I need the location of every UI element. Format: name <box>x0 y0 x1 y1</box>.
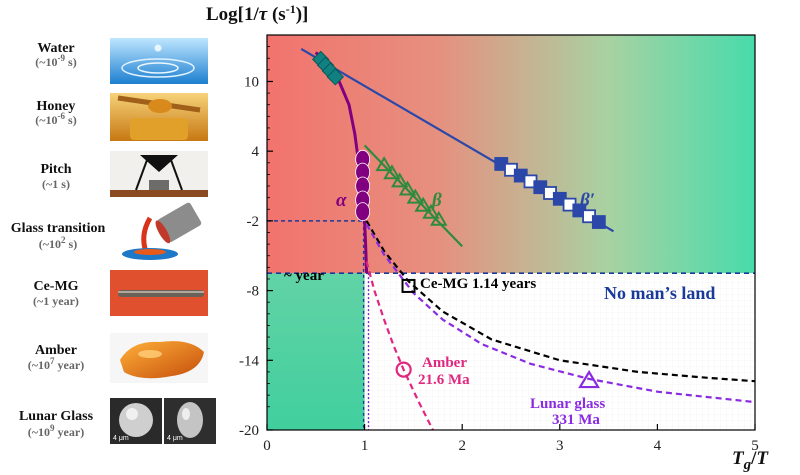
ce-mg-rod-photo <box>110 270 208 316</box>
sample-label: Water <box>37 41 74 56</box>
pitch-drop-photo <box>110 151 208 197</box>
y-axis-title: Log[1/τ (s-1)] <box>206 2 308 25</box>
sample-ce-mg: Ce-MG (~1 year) <box>33 270 208 316</box>
sample-label: Amber <box>35 343 77 358</box>
beta-marker <box>406 188 425 204</box>
y-tick-label: -20 <box>239 423 259 439</box>
lunar-label: Lunar glass <box>530 396 605 412</box>
y-tick-label: -14 <box>239 353 259 369</box>
sample-lunar-glass: Lunar Glass (~109 year) 4 μm 4 μm <box>19 398 216 444</box>
sample-honey: Honey (~10-6 s) <box>35 93 208 141</box>
cluster-marker <box>326 68 345 86</box>
sub-tg-region <box>267 273 365 430</box>
sample-label: Glass transition <box>11 221 106 236</box>
x-tick-label: 4 <box>654 438 662 454</box>
sample-time: (~10-6 s) <box>35 111 76 127</box>
series-line-5 <box>365 261 434 431</box>
sample-time: (~107 year) <box>28 356 84 372</box>
series-line-3 <box>365 220 756 383</box>
sample-amber: Amber (~107 year) <box>28 333 208 383</box>
beta-prime-label: β′ <box>579 190 595 211</box>
beta-label: β <box>431 190 442 211</box>
amber-point <box>395 361 412 378</box>
sample-label: Pitch <box>40 162 71 177</box>
beta-marker <box>422 203 440 219</box>
x-tick-label: 2 <box>458 438 466 454</box>
lunar-glass-sem-photo: 4 μm 4 μm <box>110 398 216 444</box>
lunar-age-label: 331 Ma <box>552 412 600 428</box>
sample-pitch: Pitch (~1 s) <box>40 151 208 197</box>
sample-time: (~1 s) <box>42 177 70 191</box>
annotations: α β β′ ~ year Ce-MG 1.14 years No man’s … <box>284 190 715 428</box>
molten-glass-pour-photo <box>122 202 202 260</box>
year-label: ~ year <box>284 268 324 284</box>
beta-prime-marker <box>591 215 606 229</box>
beta-marker <box>414 196 432 212</box>
series-line-4 <box>365 223 756 404</box>
y-tick-label: 10 <box>244 74 259 90</box>
water-drop-photo <box>110 38 208 84</box>
no-mans-land-label: No man’s land <box>604 283 715 303</box>
sample-glass-transition: Glass transition (~102 s) <box>11 202 202 260</box>
y-tick-label: 4 <box>252 144 260 160</box>
sample-label: Ce-MG <box>33 279 78 294</box>
x-axis-title: Tg/T <box>732 448 769 473</box>
sample-time: (~10-9 s) <box>35 53 76 69</box>
sample-time: (~109 year) <box>28 423 84 439</box>
axis-ticks: 0 1 2 3 4 5 10 4 -2 -8 -14 -20 <box>239 46 759 454</box>
sample-label: Lunar Glass <box>19 409 94 424</box>
sample-water: Water (~10-9 s) <box>35 38 208 84</box>
beta-marker <box>398 180 417 196</box>
x-tick-label: 0 <box>263 438 271 454</box>
sample-time: (~1 year) <box>33 294 79 308</box>
beta-marker <box>375 156 393 172</box>
x-tick-label: 5 <box>751 438 759 454</box>
sample-column: Water (~10-9 s) Honey (~10-6 s) Pitch (~ <box>11 38 216 444</box>
alpha-marker <box>355 202 371 221</box>
plot-background <box>267 35 755 430</box>
beta-marker <box>430 210 448 226</box>
beta-marker <box>390 172 409 188</box>
x-tick-label: 3 <box>556 438 564 454</box>
scale-bar-label: 4 μm <box>113 435 129 442</box>
sample-time: (~102 s) <box>39 235 77 251</box>
cemg-label: Ce-MG 1.14 years <box>420 276 536 292</box>
honey-dipper-photo <box>110 93 208 141</box>
ce-mg-point <box>401 278 416 293</box>
y-tick-label: -8 <box>247 284 260 300</box>
alpha-label: α <box>336 190 347 211</box>
y-tick-label: -2 <box>247 214 260 230</box>
x-tick-label: 1 <box>361 438 369 454</box>
sample-label: Honey <box>37 99 76 114</box>
beta-marker <box>383 164 401 180</box>
reference-lines <box>267 220 755 430</box>
data-markers <box>311 50 606 389</box>
amber-label: Amber <box>422 355 467 371</box>
scale-bar-label: 4 μm <box>167 435 183 442</box>
amber-age-label: 21.6 Ma <box>418 372 470 388</box>
lunar-glass-point <box>578 369 601 389</box>
amber-photo <box>110 333 208 383</box>
